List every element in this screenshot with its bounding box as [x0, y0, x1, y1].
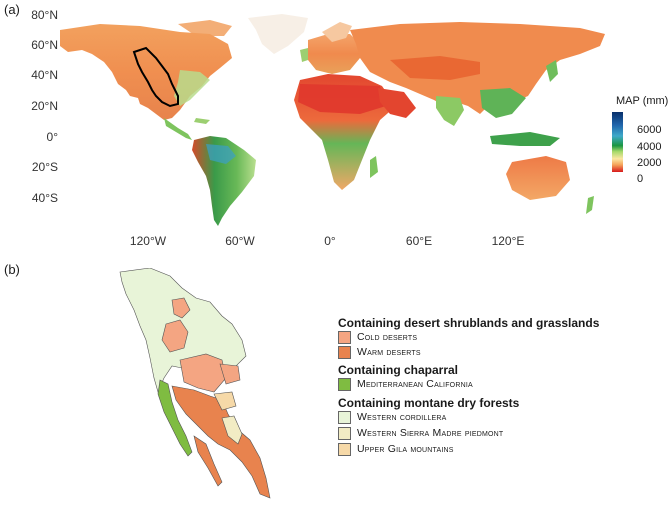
panel-b-label: (b)	[4, 262, 20, 277]
legend-swatch-western-sierra-madre-piedmont	[338, 427, 351, 440]
madagascar-shape	[370, 156, 378, 178]
colorbar-tick-label: 2000	[637, 157, 662, 169]
india-shape	[436, 96, 464, 126]
lon-tick-label: 120°E	[491, 234, 525, 248]
legend-label: Western Sierra Madre piedmont	[357, 427, 504, 439]
arctic-islands-shape	[178, 20, 232, 36]
region-upper-gila-mountains	[213, 391, 237, 411]
legend-label: Western cordillera	[357, 411, 447, 423]
legend-heading: Containing montane dry forests	[338, 396, 520, 410]
lat-tick-label: 40°N	[31, 68, 58, 82]
legend-swatch-upper-gila-mountains	[338, 443, 351, 456]
region-cold-deserts	[171, 297, 191, 319]
region-cold-deserts	[161, 319, 189, 353]
lat-tick-label: 20°N	[31, 99, 58, 113]
legend-label: Upper Gila mountains	[357, 443, 454, 455]
colorbar-tick-label: 0	[637, 173, 644, 185]
north-america-east-humid	[174, 70, 210, 106]
legend-swatch-mediterranean-california	[338, 378, 351, 391]
legend-label: Warm deserts	[357, 346, 421, 358]
greenland-shape	[248, 14, 308, 54]
new-zealand-shape	[586, 196, 594, 214]
sahara-dry-region	[298, 84, 386, 114]
ecoregion-map	[119, 268, 271, 499]
legend-heading: Containing chaparral	[338, 363, 459, 377]
uk-shape	[300, 48, 308, 62]
region-baja-peninsula	[193, 435, 223, 487]
panel-a-label: (a)	[4, 2, 20, 17]
lon-tick-label: 60°E	[405, 234, 433, 248]
scandinavia-shape	[322, 22, 352, 42]
europe-shape	[308, 34, 360, 74]
central-america-shape	[164, 118, 192, 140]
lat-tick-label: 20°S	[31, 160, 58, 174]
legend-swatch-cold-deserts	[338, 331, 351, 344]
lat-tick-label: 40°S	[31, 191, 58, 205]
study-area-outline	[132, 46, 179, 108]
colorbar-tick-label: 4000	[637, 141, 662, 153]
colorbar-title: MAP (mm)	[616, 95, 669, 107]
lat-tick-label: 0°	[46, 130, 58, 144]
caribbean-shape	[194, 118, 210, 124]
south-america-shape	[192, 136, 256, 226]
legend-heading: Containing desert shrublands and grassla…	[338, 316, 600, 330]
lat-tick-label: 80°N	[31, 8, 58, 22]
lon-tick-label: 60°W	[225, 234, 255, 248]
region-cold-deserts	[179, 353, 227, 393]
region-cold-deserts	[219, 363, 241, 385]
north-america-shape	[60, 24, 232, 120]
indonesia-shape	[490, 132, 560, 146]
legend-swatch-western-cordillera	[338, 411, 351, 424]
lon-tick-label: 120°W	[129, 234, 167, 248]
legend-label: Mediterranean California	[357, 378, 473, 390]
lat-tick-label: 60°N	[31, 38, 58, 52]
region-western-sierra-madre-piedmont	[221, 415, 243, 445]
colorbar-tick-label: 6000	[637, 124, 662, 136]
arabia-shape	[378, 88, 416, 118]
lon-tick-label: 0°	[324, 234, 336, 248]
legend-swatch-warm-deserts	[338, 346, 351, 359]
precipitation-colorbar	[612, 112, 623, 172]
southeast-asia-humid	[480, 88, 526, 118]
amazon-wet-region	[206, 144, 236, 164]
japan-shape	[546, 60, 558, 82]
australia-shape	[506, 156, 570, 200]
world-precipitation-map	[60, 14, 605, 226]
region-mediterranean-california	[157, 379, 193, 457]
legend-label: Cold deserts	[357, 331, 418, 343]
central-asia-dry	[390, 56, 480, 80]
